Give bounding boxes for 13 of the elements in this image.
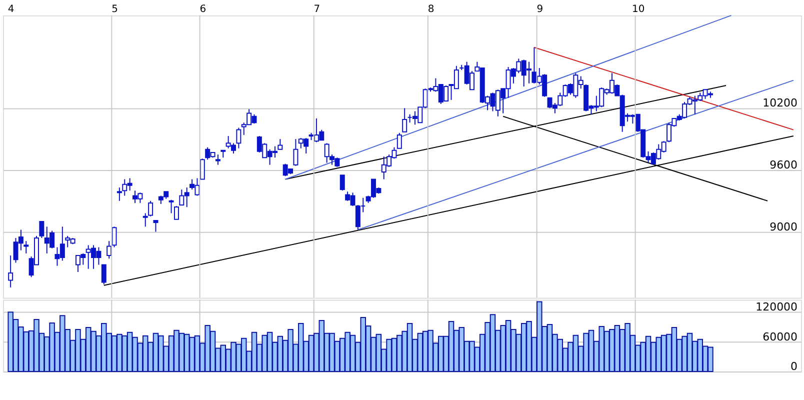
y-tick-label: 9000 [770, 220, 798, 234]
y-tick-label: 9600 [770, 158, 798, 172]
x-tick-label: 9 [536, 4, 544, 15]
y-tick-label: 10200 [762, 96, 798, 110]
y-tick-label: 120000 [756, 300, 798, 314]
y-tick-label: 0 [790, 360, 798, 374]
x-tick-label: 7 [314, 4, 320, 15]
x-tick-label: 6 [200, 4, 206, 15]
x-tick-label: 4 [8, 4, 14, 15]
x-tick-label: 5 [112, 4, 118, 15]
y-tick-label: 60000 [762, 330, 798, 344]
x-tick-label: 10 [632, 4, 645, 15]
x-tick-label: 8 [428, 4, 434, 15]
